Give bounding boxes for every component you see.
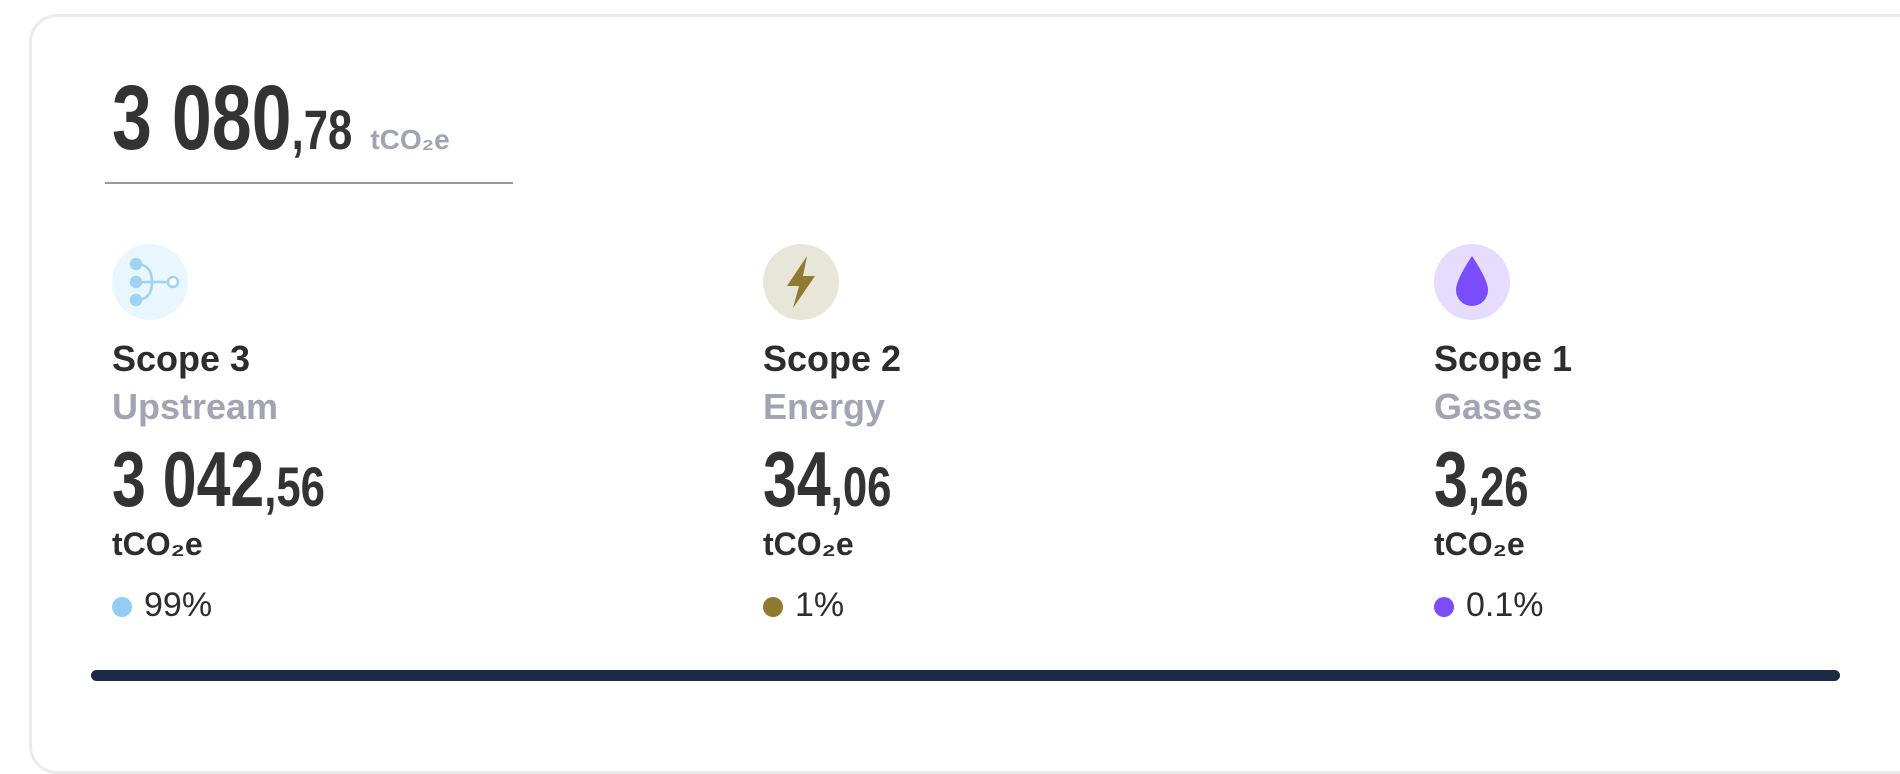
scope-dot — [763, 597, 783, 617]
scope-share: 1% — [795, 586, 845, 624]
scope-subtitle: Energy — [763, 386, 886, 427]
scope-integer: 3 — [1434, 435, 1468, 523]
scope-decimal: ,26 — [1467, 455, 1529, 518]
scope-integer: 3 042 — [112, 435, 265, 523]
scope-subtitle: Gases — [1434, 386, 1543, 427]
scope-decimal: ,56 — [264, 455, 325, 518]
scope-value: 34,06 — [763, 440, 928, 518]
scope-decimal: ,06 — [830, 455, 892, 518]
total-integer: 3 080 — [112, 67, 292, 169]
scope-share: 99% — [144, 586, 213, 624]
page: 3 080,78 tCO₂e Scope 3 Upstream 3 042,56 … — [29, 14, 1900, 774]
scope-subtitle: Upstream — [112, 386, 279, 427]
scope-icon — [763, 244, 839, 320]
progress-bar — [91, 670, 1840, 681]
scope-value: 3,26 — [1434, 440, 1555, 518]
total-unit: tCO₂e — [370, 124, 450, 155]
scope-title: Scope 2 — [763, 338, 902, 379]
total-value: 3 080,78 — [112, 72, 352, 164]
scope-share: 0.1% — [1466, 586, 1544, 624]
scope-title: Scope 3 — [112, 338, 251, 379]
total-decimal: ,78 — [291, 98, 353, 161]
scope-unit: tCO₂e — [1434, 526, 1525, 562]
scope-icon — [1434, 244, 1510, 320]
scope-dot — [112, 597, 132, 617]
scope-unit: tCO₂e — [112, 526, 203, 562]
scope-icon — [112, 244, 188, 320]
scope-integer: 34 — [763, 435, 831, 523]
scope-dot — [1434, 597, 1454, 617]
total: 3 080,78 tCO₂e — [112, 72, 450, 164]
scope-title: Scope 1 — [1434, 338, 1573, 379]
divider — [105, 182, 513, 184]
scope-unit: tCO₂e — [763, 526, 854, 562]
scope-value: 3 042,56 — [112, 440, 385, 518]
